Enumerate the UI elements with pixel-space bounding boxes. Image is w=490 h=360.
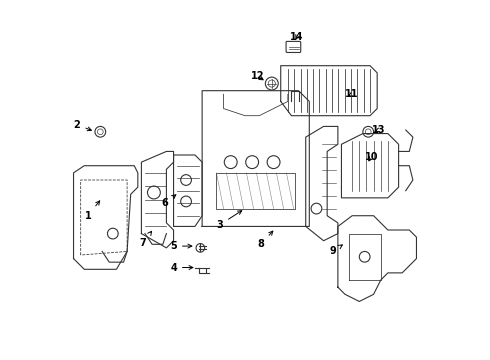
Text: 6: 6 <box>161 195 176 208</box>
Text: 10: 10 <box>365 152 379 162</box>
Text: 1: 1 <box>84 201 99 221</box>
Text: 8: 8 <box>258 231 273 249</box>
Bar <box>217 173 295 208</box>
Text: 5: 5 <box>170 241 192 251</box>
Text: 12: 12 <box>251 71 264 81</box>
Text: 14: 14 <box>290 32 303 42</box>
Text: 9: 9 <box>329 245 343 256</box>
Text: 3: 3 <box>217 211 242 230</box>
Text: 4: 4 <box>170 262 193 273</box>
Text: 7: 7 <box>140 231 151 248</box>
Text: 11: 11 <box>345 89 359 99</box>
Text: 13: 13 <box>372 125 386 135</box>
Text: 2: 2 <box>74 120 91 131</box>
